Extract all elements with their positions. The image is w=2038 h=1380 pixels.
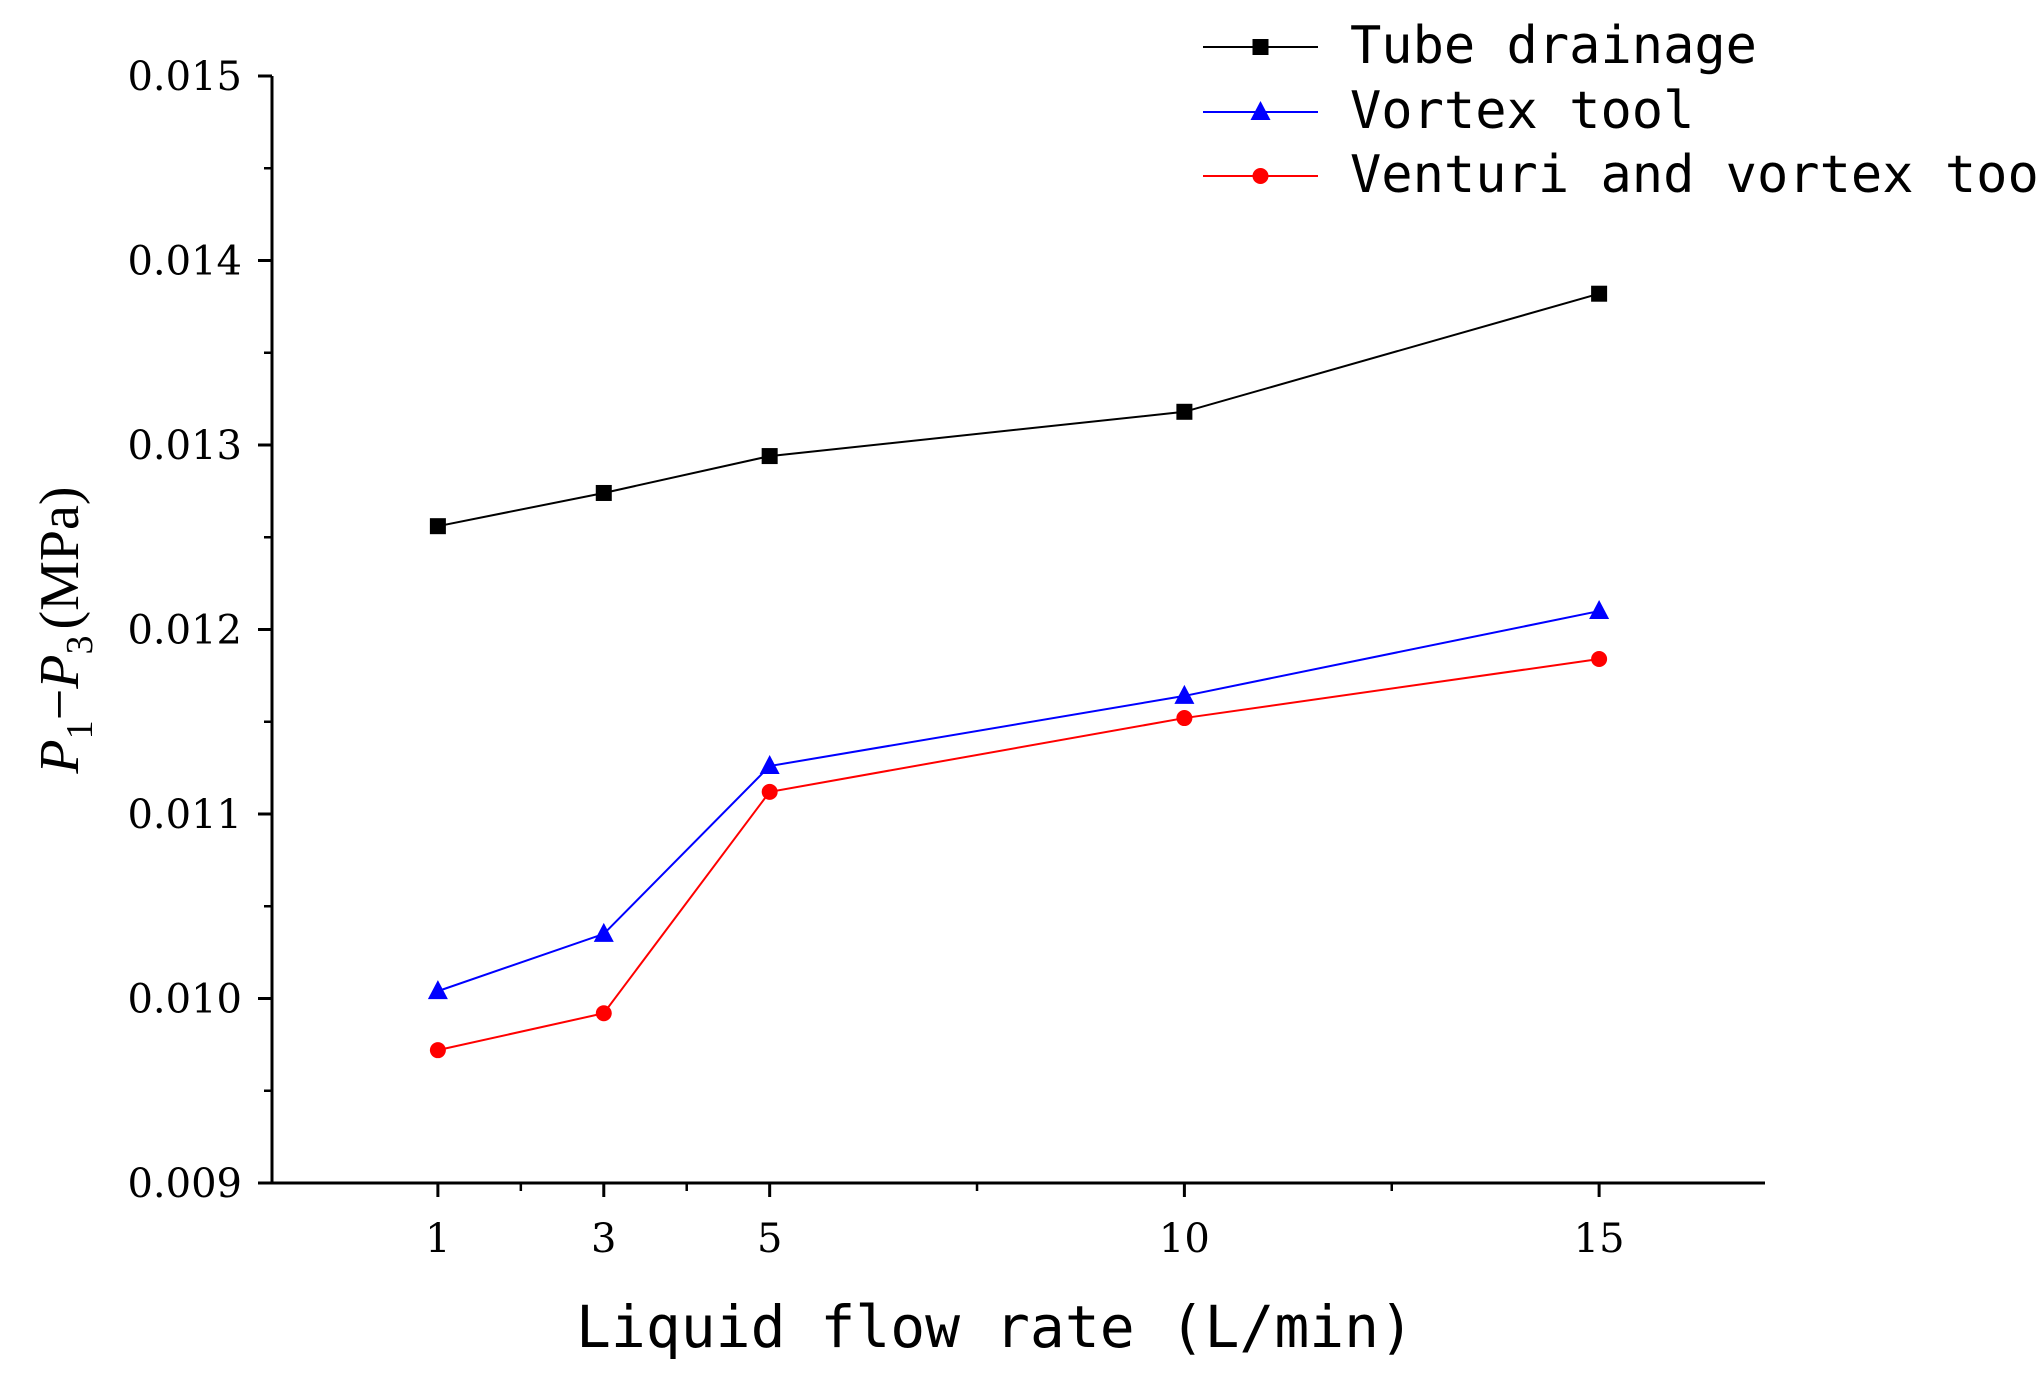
x-tick-label: 3: [591, 1216, 616, 1262]
data-point: [429, 518, 446, 535]
legend-marker: [1252, 39, 1269, 55]
data-point: [761, 783, 778, 800]
legend-entry: Venturi and vortex tool: [1203, 145, 2038, 205]
legend-entry: Tube drainage: [1203, 16, 1757, 76]
x-axis-title: Liquid flow rate (L/min): [576, 1293, 1414, 1361]
data-point: [1589, 600, 1610, 620]
data-point: [429, 1042, 446, 1059]
x-tick-label: 15: [1574, 1216, 1625, 1262]
legend-marker: [1252, 168, 1269, 184]
y-tick-label: 0.015: [127, 54, 242, 100]
data-point: [1174, 684, 1195, 704]
data-point: [1591, 285, 1608, 302]
series-line: [437, 292, 1600, 528]
series-3: [429, 651, 1608, 1059]
data-point: [759, 755, 780, 775]
series-layer: [427, 285, 1610, 1059]
y-tick-label: 0.009: [127, 1161, 242, 1207]
data-point: [595, 484, 612, 501]
series-line: [437, 610, 1600, 993]
legend-label: Venturi and vortex tool: [1350, 145, 2038, 205]
data-point: [761, 448, 778, 465]
series-1: [429, 285, 1608, 535]
x-tick-label: 1: [425, 1216, 450, 1262]
x-tick-label: 10: [1159, 1216, 1210, 1262]
axes: 0.009 0.010 0.011 0.012 0.013 0.014 0.015 1 3 5 10…: [127, 54, 1765, 1262]
legend-label: Vortex tool: [1350, 81, 1694, 141]
series-2: [427, 600, 1610, 1000]
data-point: [1176, 403, 1193, 420]
data-point: [593, 922, 614, 942]
data-point: [595, 1005, 612, 1022]
series-line: [437, 658, 1600, 1052]
legend-entry: Vortex tool: [1203, 81, 1694, 141]
data-point: [1176, 710, 1193, 727]
y-tick-label: 0.014: [127, 239, 242, 285]
y-axis-title: P1−P3(MPa): [29, 486, 101, 774]
y-axis-title-p1: P: [29, 739, 91, 774]
data-point: [427, 980, 448, 1000]
y-tick-label: 0.010: [127, 977, 242, 1023]
y-axis-title-dash: −: [29, 689, 91, 721]
y-axis-title-sub3: 3: [59, 636, 101, 655]
y-axis-title-sub1: 1: [59, 720, 101, 739]
x-tick-label: 5: [757, 1216, 782, 1262]
y-tick-label: 0.011: [127, 792, 242, 838]
legend-marker: [1250, 101, 1271, 120]
y-tick-label: 0.012: [127, 608, 242, 654]
data-point: [1591, 651, 1608, 668]
y-axis-title-p3: P: [29, 655, 91, 690]
y-axis-title-unit: (MPa): [29, 486, 91, 629]
y-tick-label: 0.013: [127, 423, 242, 469]
legend-label: Tube drainage: [1350, 16, 1757, 76]
